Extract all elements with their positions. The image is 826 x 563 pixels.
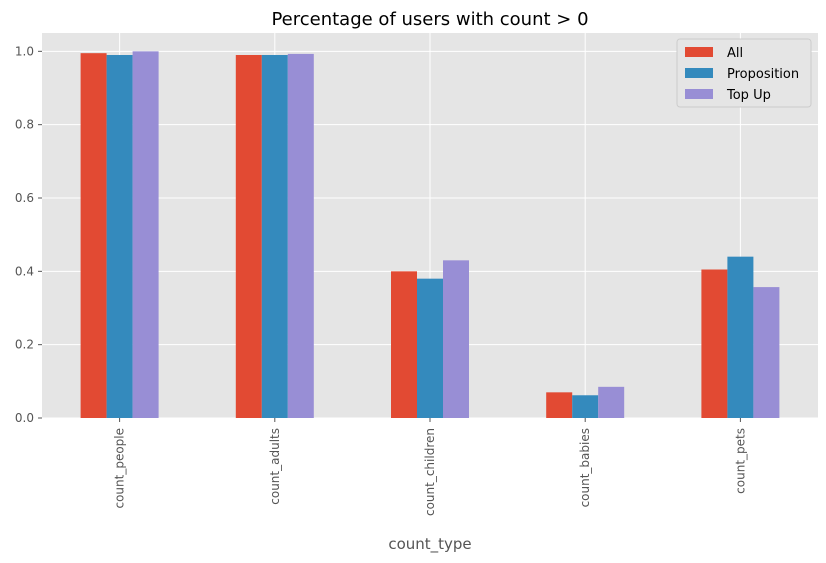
bar-all bbox=[391, 271, 417, 418]
bar-proposition bbox=[417, 278, 443, 418]
bar-proposition bbox=[106, 55, 133, 418]
bar-all bbox=[701, 269, 728, 418]
legend-swatch bbox=[685, 89, 713, 99]
bar-top-up bbox=[443, 260, 469, 418]
legend-label: All bbox=[727, 46, 743, 61]
x-axis-label: count_type bbox=[388, 535, 471, 554]
bar-all bbox=[546, 392, 573, 418]
y-tick-label: 1.0 bbox=[15, 44, 34, 58]
x-tick-label: count_adults bbox=[268, 428, 282, 505]
y-axis-ticks: 0.0 0.2 0.4 0.6 0.8 1.0 bbox=[15, 44, 42, 425]
legend-swatch bbox=[685, 68, 713, 78]
y-tick-label: 0.8 bbox=[15, 118, 34, 132]
bar-all bbox=[80, 53, 107, 419]
legend: All Proposition Top Up bbox=[676, 38, 812, 108]
bar-proposition bbox=[261, 55, 288, 418]
bar-top-up bbox=[753, 287, 780, 418]
bars bbox=[80, 51, 780, 419]
legend-label: Proposition bbox=[727, 67, 799, 82]
bar-top-up bbox=[132, 51, 159, 418]
bar-top-up bbox=[287, 53, 314, 419]
chart-title: Percentage of users with count > 0 bbox=[271, 9, 588, 30]
y-tick-label: 0.6 bbox=[15, 191, 34, 205]
legend-swatch bbox=[685, 47, 713, 57]
x-tick-label: count_pets bbox=[733, 428, 747, 494]
bar-proposition bbox=[572, 395, 599, 418]
x-axis-ticks: count_people count_adults count_children co… bbox=[113, 418, 747, 516]
y-tick-label: 0.0 bbox=[15, 411, 34, 425]
y-tick-label: 0.4 bbox=[15, 264, 34, 278]
x-tick-label: count_people bbox=[113, 428, 127, 509]
y-tick-label: 0.2 bbox=[15, 338, 34, 352]
bar-all bbox=[235, 55, 262, 418]
bar-top-up bbox=[598, 386, 625, 418]
x-tick-label: count_children bbox=[423, 428, 437, 516]
x-tick-label: count_babies bbox=[578, 428, 592, 507]
bar-proposition bbox=[727, 256, 754, 418]
legend-label: Top Up bbox=[726, 88, 771, 103]
